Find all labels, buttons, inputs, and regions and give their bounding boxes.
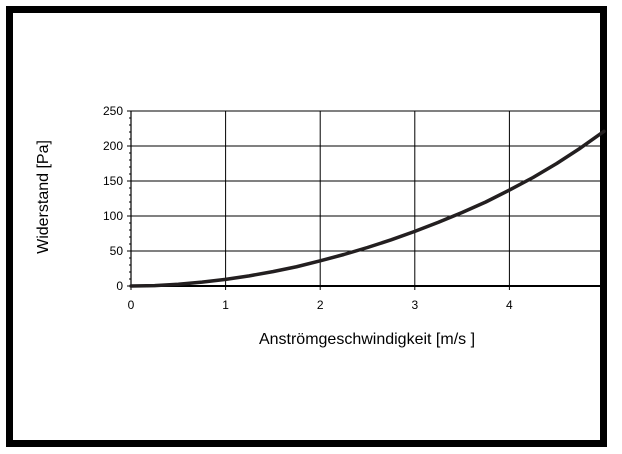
series-line-0	[129, 129, 606, 288]
chart-frame	[6, 6, 607, 447]
x-tick-label: 5	[601, 298, 608, 312]
y-tick-label: 200	[103, 139, 123, 153]
x-axis-label: Anströmgeschwindigkeit [m/s ]	[259, 331, 475, 348]
x-tick-label: 2	[317, 298, 324, 312]
x-tick-label: 1	[222, 298, 229, 312]
x-tick-label: 0	[128, 298, 135, 312]
x-tick-label: 4	[506, 298, 513, 312]
y-tick-label: 0	[116, 279, 123, 293]
y-tick-label: 50	[110, 244, 124, 258]
grid	[130, 110, 605, 287]
series-group	[129, 129, 606, 288]
y-tick-label: 100	[103, 209, 123, 223]
ticks: 0 50 100 150 200 250 0 1 2 3 4 5	[103, 104, 608, 312]
x-tick-label: 3	[411, 298, 418, 312]
y-tick-label: 150	[103, 174, 123, 188]
y-tick-label: 250	[103, 104, 123, 118]
y-axis-label: Widerstand [Pa]	[35, 140, 52, 254]
